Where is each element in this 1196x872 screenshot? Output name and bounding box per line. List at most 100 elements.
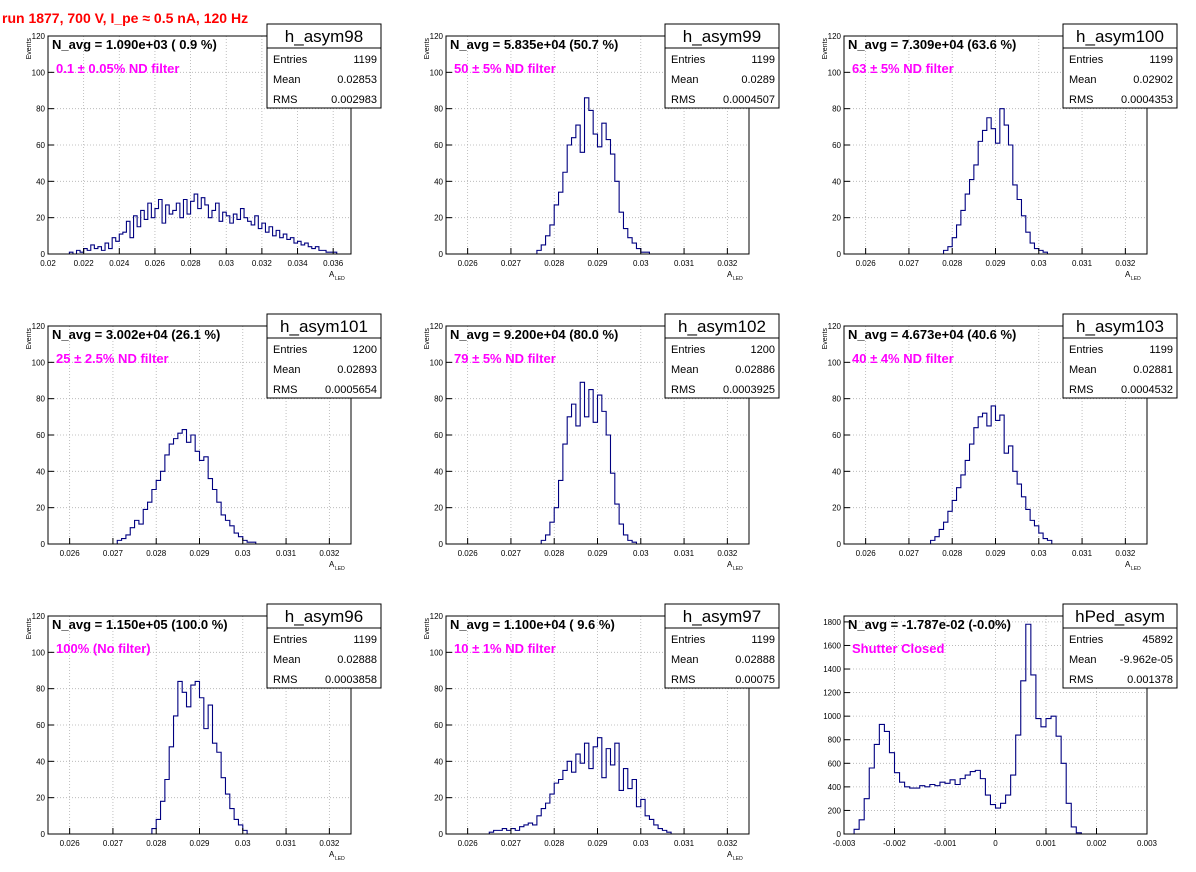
stats-box	[266, 47, 382, 109]
y-tick-label: 0	[837, 540, 842, 549]
y-tick-label: 80	[434, 105, 443, 114]
y-tick-label: 60	[434, 431, 443, 440]
stats-value: 0.0005654	[325, 384, 377, 396]
x-tick-label: 0.03	[235, 839, 251, 848]
x-axis-label: A	[329, 560, 335, 569]
stats-value: 0.02902	[1133, 74, 1173, 86]
x-axis-label-subscript: LED	[1131, 566, 1141, 572]
y-tick-label: 80	[36, 685, 45, 694]
stats-title: h_asym101	[280, 317, 368, 336]
stats-box	[266, 627, 382, 689]
y-tick-label: 40	[434, 757, 443, 766]
y-tick-label: 20	[434, 794, 443, 803]
filter-label: 63 ± 5% ND filter	[852, 61, 954, 76]
stats-key: Mean	[671, 654, 699, 666]
x-tick-label: 0.032	[1115, 549, 1136, 558]
x-tick-label: 0.028	[544, 549, 565, 558]
y-axis-label: Events	[822, 38, 829, 60]
x-tick-label: 0.031	[1072, 549, 1093, 558]
stats-title-box	[1062, 23, 1178, 49]
y-tick-label: 20	[36, 214, 45, 223]
x-tick-label: -0.002	[883, 839, 906, 848]
x-tick-label: 0.026	[856, 549, 877, 558]
x-tick-label: 0.03	[633, 259, 649, 268]
y-tick-label: 40	[36, 467, 45, 476]
y-tick-label: 80	[434, 395, 443, 404]
x-tick-label: 0.028	[942, 549, 963, 558]
x-tick-label: 0.03	[633, 839, 649, 848]
x-tick-label: 0.027	[103, 839, 124, 848]
x-axis-label-subscript: LED	[335, 856, 345, 862]
stats-key: Entries	[1069, 634, 1104, 646]
y-tick-label: 60	[36, 431, 45, 440]
histogram-line	[930, 405, 1053, 544]
x-tick-label: 0.03	[235, 549, 251, 558]
navg-label: N_avg = 7.309e+04 (63.6 %)	[848, 37, 1016, 52]
x-tick-label: 0.031	[276, 839, 297, 848]
x-axis-label: A	[329, 850, 335, 859]
y-tick-label: 80	[832, 105, 841, 114]
y-tick-label: 800	[828, 736, 842, 745]
y-tick-label: 120	[32, 322, 46, 331]
filter-label: 10 ± 1% ND filter	[454, 641, 556, 656]
x-tick-label: 0.036	[323, 259, 344, 268]
stats-title-box	[664, 313, 780, 339]
y-tick-label: 600	[828, 759, 842, 768]
y-axis-label: Events	[424, 328, 431, 350]
x-tick-label: 0.032	[252, 259, 273, 268]
y-tick-label: 120	[430, 322, 444, 331]
stats-key: RMS	[1069, 674, 1093, 686]
y-tick-label: 120	[828, 322, 842, 331]
y-tick-label: 100	[430, 648, 444, 657]
y-tick-label: 100	[32, 68, 46, 77]
x-tick-label: 0.028	[544, 839, 565, 848]
y-tick-label: 1200	[823, 689, 841, 698]
x-tick-label: 0.026	[60, 839, 81, 848]
x-axis-label-subscript: LED	[335, 276, 345, 282]
stats-box	[664, 337, 780, 399]
stats-value: -9.962e-05	[1120, 654, 1173, 666]
stats-title: h_asym102	[678, 317, 766, 336]
navg-label: N_avg = 1.100e+04 ( 9.6 %)	[450, 617, 615, 632]
stats-key: RMS	[1069, 94, 1093, 106]
x-tick-label: 0.027	[501, 259, 522, 268]
y-tick-label: 120	[32, 612, 46, 621]
y-tick-label: 60	[36, 141, 45, 150]
stats-value: 0.0004353	[1121, 94, 1173, 106]
stats-key: Mean	[1069, 654, 1097, 666]
stats-key: Entries	[273, 54, 308, 66]
x-tick-label: 0.028	[146, 549, 167, 558]
stats-key: Mean	[273, 364, 301, 376]
stats-value: 0.02888	[735, 654, 775, 666]
x-tick-label: 0.001	[1036, 839, 1057, 848]
stats-title: h_asym96	[285, 607, 363, 626]
stats-value: 0.0004507	[723, 94, 775, 106]
x-tick-label: 0.032	[1115, 259, 1136, 268]
stats-box	[664, 47, 780, 109]
y-tick-label: 60	[36, 721, 45, 730]
stats-value: 1199	[751, 54, 775, 66]
filter-label: 79 ± 5% ND filter	[454, 351, 556, 366]
x-tick-label: 0.031	[674, 549, 695, 558]
y-tick-label: 100	[32, 648, 46, 657]
x-axis-label: A	[727, 270, 733, 279]
y-tick-label: 20	[36, 794, 45, 803]
x-tick-label: 0.03	[218, 259, 234, 268]
y-tick-label: 100	[32, 358, 46, 367]
stats-box	[664, 627, 780, 689]
x-tick-label: 0.027	[103, 549, 124, 558]
y-tick-label: 0	[41, 830, 46, 839]
x-tick-label: 0.032	[319, 549, 340, 558]
stats-key: Entries	[273, 344, 308, 356]
x-tick-label: 0.029	[587, 549, 608, 558]
stats-key: Entries	[273, 634, 308, 646]
y-axis-label: Events	[26, 38, 33, 60]
y-tick-label: 40	[36, 757, 45, 766]
y-tick-label: 400	[828, 783, 842, 792]
y-tick-label: 100	[430, 68, 444, 77]
x-tick-label: 0.031	[674, 839, 695, 848]
stats-key: RMS	[671, 384, 695, 396]
y-tick-label: 1000	[823, 712, 841, 721]
navg-label: N_avg = 5.835e+04 (50.7 %)	[450, 37, 618, 52]
